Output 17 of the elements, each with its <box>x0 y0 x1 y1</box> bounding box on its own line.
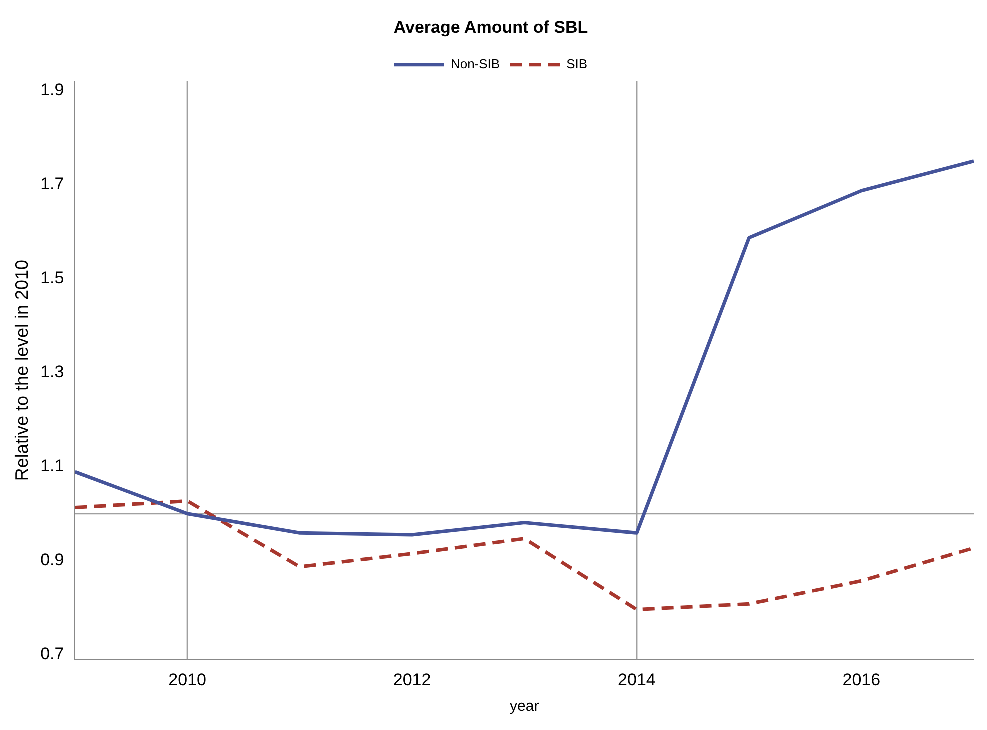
legend-label: SIB <box>566 56 588 72</box>
x-axis-title: year <box>510 698 540 716</box>
y-tick-label: 0.9 <box>40 550 64 570</box>
y-axis-title: Relative to the level in 2010 <box>12 260 32 482</box>
legend-label: Non-SIB <box>450 56 500 72</box>
y-tick-label: 0.7 <box>40 644 64 664</box>
chart-title: Average Amount of SBL <box>394 18 588 37</box>
x-tick-label: 2010 <box>168 670 206 690</box>
y-tick-label: 1.1 <box>40 456 64 476</box>
y-tick-label: 1.7 <box>40 174 64 194</box>
y-tick-label: 1.5 <box>40 268 64 288</box>
y-tick-label: 1.9 <box>40 80 64 100</box>
x-tick-label: 2012 <box>393 670 432 690</box>
line-series <box>75 499 974 612</box>
x-tick-label: 2014 <box>618 670 656 690</box>
y-tick-label: 1.3 <box>40 362 64 382</box>
x-tick-label: 2016 <box>842 670 881 690</box>
